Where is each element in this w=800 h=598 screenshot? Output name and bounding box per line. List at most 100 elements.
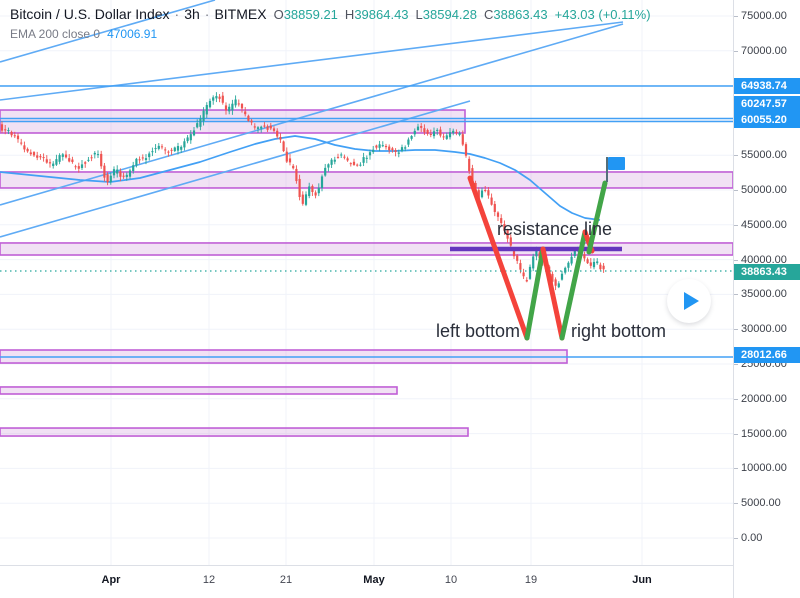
candle-body [42, 157, 45, 159]
price-zone[interactable] [0, 242, 733, 256]
candle-body [215, 96, 218, 99]
candle-body [602, 265, 605, 270]
candle-body [132, 165, 135, 171]
candle-body [61, 154, 64, 157]
time-tick-label: May [363, 574, 385, 586]
candle-body [269, 125, 272, 129]
price-tick-dash [734, 294, 738, 295]
ema-200-line[interactable] [0, 135, 601, 221]
candle-body [148, 153, 151, 158]
candle-body [461, 134, 464, 145]
price-tick-label: 0.00 [741, 532, 763, 544]
candle-body [260, 126, 263, 129]
candle-body [416, 126, 420, 130]
candle-body [480, 190, 484, 198]
candle-body [144, 158, 148, 160]
candle-body [349, 163, 352, 165]
axis-corner [733, 565, 800, 598]
candle-body [90, 157, 93, 159]
price-axis[interactable]: 75000.00 70000.00 55000.00 50000.00 45000.00… [733, 0, 800, 565]
chart-plot-area[interactable]: Bitcoin / U.S. Dollar Index · 3h · BITMEX O38… [0, 0, 733, 565]
candle-body [512, 247, 516, 257]
left-bottom-label[interactable]: left bottom [436, 321, 521, 341]
price-tick-label: 10000.00 [741, 462, 787, 474]
candle-body [170, 149, 173, 151]
candle-body [100, 153, 103, 167]
candle-body [141, 157, 144, 159]
candle-body [10, 131, 13, 136]
pattern-segment-up[interactable] [586, 180, 608, 255]
price-zone[interactable] [0, 386, 398, 395]
candle-body [519, 263, 522, 270]
candle-body [199, 118, 202, 127]
candle-body [352, 161, 356, 165]
candle-body [570, 256, 573, 264]
flag-marker[interactable] [606, 157, 625, 182]
candle-body [420, 126, 423, 128]
candle-body [439, 129, 442, 136]
candle-body [410, 136, 413, 139]
candle-body [381, 145, 384, 147]
price-tick-label: 35000.00 [741, 288, 787, 300]
candle-body [496, 212, 500, 217]
candle-body [282, 141, 285, 152]
candle-body [407, 139, 410, 145]
candle-body [7, 129, 10, 131]
candle-body [80, 164, 84, 168]
candle-body [55, 159, 58, 165]
candle-body [388, 146, 391, 151]
trendline[interactable] [0, 100, 471, 238]
play-icon [684, 292, 699, 310]
candle-body [368, 152, 372, 156]
candle-body [32, 152, 36, 156]
pattern-segment-up[interactable] [524, 246, 546, 341]
price-tick-dash [734, 51, 738, 52]
pattern-segment-up[interactable] [559, 229, 588, 341]
price-tick-label: 40000.00 [741, 254, 787, 266]
pattern-segment-down[interactable] [540, 246, 565, 341]
candle-body [557, 283, 560, 288]
candle-body [599, 264, 602, 270]
resistance-line-label[interactable]: resistance line [497, 219, 613, 239]
candle-body [231, 103, 234, 111]
time-tick-label: Jun [632, 574, 652, 586]
right-bottom-label[interactable]: right bottom [571, 321, 667, 341]
time-axis[interactable]: Apr 12 21 May 10 19 Jun [0, 565, 800, 598]
candle-body [551, 273, 554, 282]
candle-body [276, 130, 279, 137]
candle-body [151, 151, 154, 153]
candle-body [487, 190, 490, 196]
trendline[interactable] [0, 0, 216, 63]
candle-body [528, 266, 532, 279]
candle-body [256, 127, 260, 129]
price-tick-label: 5000.00 [741, 497, 781, 509]
candle-body [586, 259, 589, 264]
candle-body [288, 158, 292, 163]
candle-body [228, 106, 231, 112]
candle-body [103, 165, 106, 178]
chart-canvas[interactable] [0, 0, 733, 565]
scroll-to-realtime-button[interactable] [667, 279, 711, 323]
candle-body [477, 190, 480, 199]
candle-body [400, 147, 404, 151]
candle-body [378, 144, 381, 148]
time-tick-label: 12 [202, 574, 216, 586]
candle-body [93, 152, 96, 155]
candle-body [362, 157, 365, 163]
trendline[interactable] [0, 21, 624, 101]
candle-body [336, 156, 340, 158]
candle-body [391, 148, 394, 151]
candle-body [26, 148, 29, 152]
candle-body [317, 187, 320, 194]
candle-body [442, 136, 445, 138]
price-zone[interactable] [0, 427, 469, 437]
candle-body [154, 148, 157, 150]
candle-body [484, 190, 487, 192]
candle-body [221, 95, 224, 103]
candle-body [320, 176, 324, 188]
candle-body [64, 154, 68, 158]
candle-body [503, 224, 506, 231]
pattern-segment-down[interactable] [467, 175, 530, 341]
price-line-label: 28012.66 [734, 347, 800, 363]
w-pattern-arrows[interactable] [467, 175, 608, 341]
